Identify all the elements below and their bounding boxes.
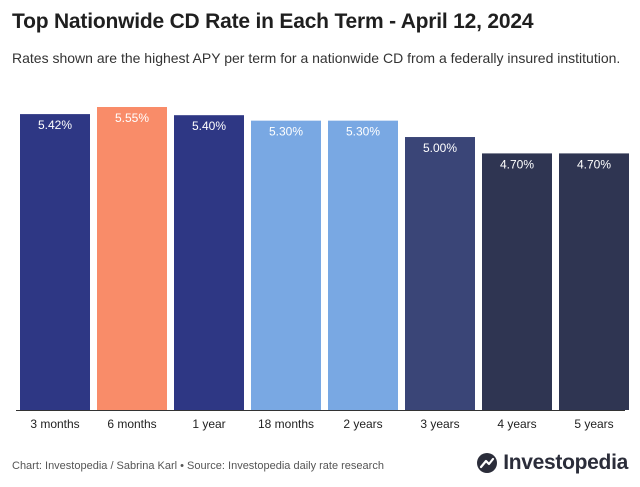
chart-footer: Chart: Investopedia / Sabrina Karl • Sou…: [12, 460, 384, 472]
data-label: 5.30%: [269, 125, 303, 139]
bar-3-months: [20, 114, 90, 411]
bar-3-years: [405, 137, 475, 410]
bar-4-years: [482, 153, 552, 411]
chart-title: Top Nationwide CD Rate in Each Term - Ap…: [12, 10, 534, 33]
x-tick-label: 2 years: [343, 417, 382, 431]
bar-6-months: [97, 107, 167, 410]
investopedia-logo-text: Investopedia: [503, 451, 628, 474]
investopedia-logo: Investopedia: [476, 451, 628, 475]
x-tick-label: 4 years: [497, 417, 536, 431]
bar-18-months: [251, 120, 321, 410]
data-label: 4.70%: [500, 157, 534, 171]
data-label: 5.42%: [38, 118, 72, 132]
x-tick-label: 6 months: [107, 417, 156, 431]
bar-5-years: [559, 153, 629, 411]
data-label: 5.55%: [115, 111, 149, 125]
data-label: 5.00%: [423, 141, 457, 155]
investopedia-logo-icon: [477, 453, 498, 473]
data-label: 4.70%: [577, 157, 611, 171]
x-tick-label: 3 years: [420, 417, 459, 431]
x-tick-label: 5 years: [574, 417, 613, 431]
bar-2-years: [328, 120, 398, 410]
chart-subtitle: Rates shown are the highest APY per term…: [12, 50, 621, 66]
x-tick-label: 1 year: [192, 417, 225, 431]
data-label: 5.40%: [192, 119, 226, 133]
x-tick-label: 18 months: [258, 417, 314, 431]
x-tick-label: 3 months: [30, 417, 79, 431]
data-label: 5.30%: [346, 125, 380, 139]
bar-1-year: [174, 115, 244, 411]
